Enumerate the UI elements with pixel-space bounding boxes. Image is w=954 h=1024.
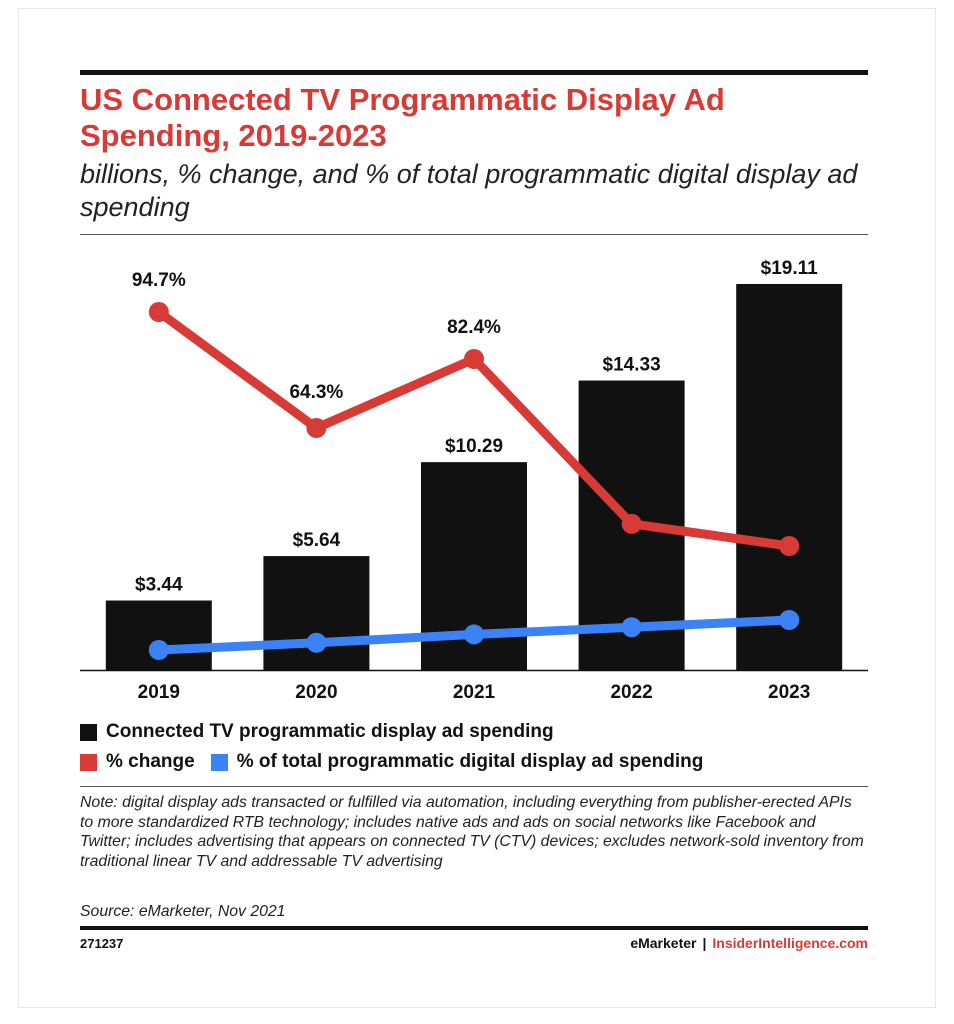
legend-label-change: % change bbox=[106, 751, 195, 772]
bar-label-2022: $14.33 bbox=[603, 355, 661, 376]
x-tick-label-2022: 2022 bbox=[610, 682, 652, 703]
change-point-2020 bbox=[306, 418, 327, 439]
change-label-2020: 64.3% bbox=[289, 382, 343, 403]
share-label-2023: 13.5% bbox=[762, 582, 816, 603]
brand-emarketer: eMarketer bbox=[630, 935, 697, 951]
bar-2023 bbox=[736, 283, 843, 670]
change-label-2021: 82.4% bbox=[447, 317, 501, 338]
share-point-2022 bbox=[621, 617, 642, 638]
bar-label-2019: $3.44 bbox=[135, 575, 183, 596]
share-point-2021 bbox=[464, 624, 484, 645]
legend-swatch-bar bbox=[80, 723, 97, 741]
top-rule bbox=[80, 70, 868, 75]
share-label-2022: 11.6% bbox=[605, 589, 658, 610]
x-tick-label-2021: 2021 bbox=[453, 682, 496, 703]
change-point-2022 bbox=[621, 513, 642, 534]
title-rule bbox=[80, 234, 868, 235]
chart-note: Note: digital display ads transacted or … bbox=[80, 794, 864, 870]
bar-label-2021: $10.29 bbox=[445, 436, 503, 457]
chart-source: Source: eMarketer, Nov 2021 bbox=[80, 903, 286, 920]
x-tick-label-2019: 2019 bbox=[138, 682, 180, 703]
bottom-rule bbox=[80, 926, 868, 930]
legend-rule bbox=[80, 786, 868, 787]
change-label-2019: 94.7% bbox=[132, 270, 186, 291]
chart-svg: $3.44 $5.64 $10.29 $14.33 $19.11 2019 2020 2021… bbox=[80, 258, 868, 703]
legend-swatch-change bbox=[80, 753, 97, 771]
legend-item-lines: % change % of total programmatic digital… bbox=[80, 751, 703, 773]
bar-label-2020: $5.64 bbox=[293, 530, 341, 551]
share-point-2023 bbox=[779, 610, 800, 630]
brand-insider-link[interactable]: InsiderIntelligence.com bbox=[712, 935, 868, 951]
change-point-2023 bbox=[779, 536, 800, 556]
share-label-2019: 5.6% bbox=[137, 612, 180, 633]
legend-item-bar: Connected TV programmatic display ad spe… bbox=[80, 721, 554, 743]
chart-subtitle: billions, % change, and % of total progr… bbox=[80, 159, 858, 222]
change-label-2023: 33.4% bbox=[762, 508, 816, 529]
chart-id: 271237 bbox=[80, 936, 124, 951]
legend-label-bar: Connected TV programmatic display ad spe… bbox=[106, 721, 554, 742]
bar-label-2023: $19.11 bbox=[761, 258, 818, 279]
share-label-2020: 7.5% bbox=[295, 605, 338, 626]
legend-swatch-share bbox=[210, 753, 228, 771]
share-label-2021: 9.7% bbox=[452, 596, 495, 617]
brand-separator: | bbox=[702, 935, 707, 951]
legend-label-share: % of total programmatic digital display … bbox=[236, 751, 704, 772]
chart-title: US Connected TV Programmatic Display Ad … bbox=[80, 82, 725, 153]
change-point-2021 bbox=[464, 348, 484, 369]
brand: eMarketer | InsiderIntelligence.com bbox=[630, 935, 868, 951]
change-label-2022: 39.2% bbox=[605, 544, 659, 565]
x-tick-label-2023: 2023 bbox=[768, 682, 810, 703]
share-point-2020 bbox=[306, 632, 327, 653]
share-point-2019 bbox=[148, 640, 169, 660]
change-point-2019 bbox=[148, 302, 169, 322]
x-tick-label-2020: 2020 bbox=[295, 682, 337, 703]
